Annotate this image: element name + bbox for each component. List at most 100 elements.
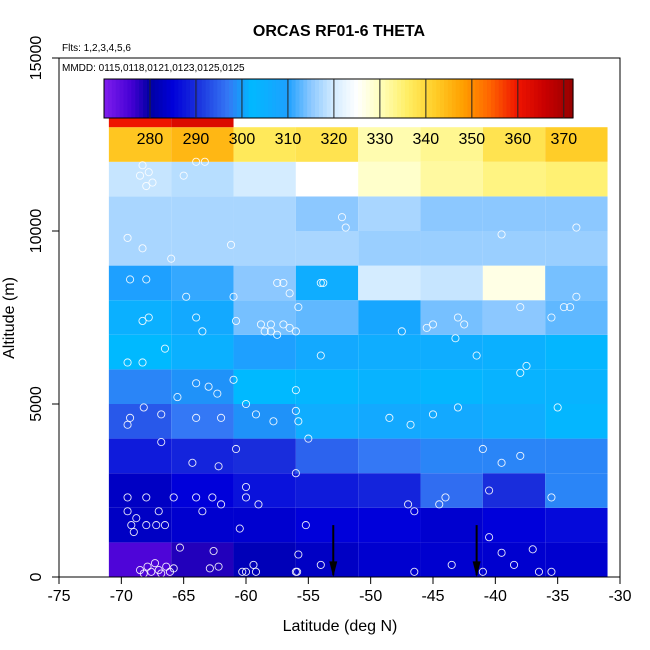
observation-point — [214, 562, 223, 571]
observation-point — [404, 500, 413, 509]
heatmap-cell — [108, 334, 172, 370]
observation-point — [169, 493, 178, 502]
colorbar-segment — [428, 79, 433, 118]
heatmap-cell — [358, 507, 421, 543]
colorbar-tick-label: 360 — [504, 131, 531, 148]
heatmap-cell — [171, 438, 234, 474]
colorbar-segment — [240, 79, 246, 118]
heatmap-cell — [420, 369, 483, 404]
observation-point — [294, 417, 303, 426]
colorbar-segment — [318, 79, 324, 118]
colorbar-segment — [373, 79, 379, 118]
observation-point — [428, 410, 438, 419]
observation-point — [451, 334, 460, 343]
heatmap-cell — [108, 542, 172, 577]
observation-point — [143, 562, 152, 571]
observation-point — [385, 413, 394, 422]
colorbar-tick-lines — [149, 79, 565, 118]
colorbar-segment — [170, 79, 175, 118]
colorbar-frame — [103, 78, 574, 119]
x-tick-label: -40 — [484, 588, 507, 605]
heatmap-cell — [171, 473, 234, 508]
heatmap-cell — [482, 369, 546, 404]
colorbar-tick-label: 370 — [550, 131, 577, 148]
x-tick-label: -35 — [546, 588, 569, 605]
colorbar-segment — [197, 79, 203, 118]
observation-point — [291, 327, 300, 336]
heatmap-cell — [233, 438, 296, 474]
heatmap-cell — [233, 161, 296, 197]
heatmap-cell — [482, 404, 546, 439]
colorbar-segment — [178, 79, 183, 118]
observation-point — [138, 244, 147, 253]
colorbar-segment — [260, 79, 265, 118]
colorbar-segment — [186, 79, 191, 118]
colorbar-segment — [432, 79, 437, 118]
x-tick-label: -65 — [172, 588, 195, 605]
observation-point — [144, 313, 153, 322]
heatmap-cell — [482, 473, 546, 508]
heatmap-cell — [545, 265, 608, 301]
heatmap-cell — [171, 196, 234, 231]
heatmap-cell — [358, 473, 421, 508]
observation-point — [497, 548, 506, 557]
heatmap-cell — [358, 196, 421, 231]
x-tick-label: -60 — [234, 588, 257, 605]
observation-point — [406, 420, 415, 429]
colorbar-segment — [115, 79, 121, 118]
observation-point — [522, 361, 531, 370]
observation-point — [435, 500, 444, 509]
heatmap-cell — [171, 265, 234, 301]
heatmap-cell — [171, 231, 234, 266]
colorbar-segment — [365, 79, 371, 118]
observation-point — [241, 482, 251, 492]
heatmap-cell — [233, 300, 296, 335]
heatmap-cell — [233, 473, 296, 508]
heatmap-cell — [233, 542, 296, 577]
colorbar-segment — [162, 79, 168, 118]
colorbar-tick-label: 310 — [275, 131, 302, 148]
colorbar-segment — [143, 79, 148, 118]
colorbar-segment — [217, 79, 222, 118]
heatmap-cell — [171, 127, 234, 162]
heatmap-cell — [233, 404, 296, 439]
observation-point — [337, 213, 347, 222]
colorbar-segment — [510, 79, 515, 118]
observation-point — [460, 320, 469, 329]
heatmap-cell — [482, 334, 546, 370]
colorbar-tick-label: 320 — [321, 131, 348, 148]
x-axis: -75 -70 -65 -60 -55 -50 -45 -40 -35 -30 — [47, 576, 632, 605]
colorbar-segment — [236, 79, 242, 118]
observation-point — [200, 157, 209, 166]
colorbar-segment — [232, 79, 238, 118]
heatmap-cell — [233, 231, 296, 266]
colorbar-segment — [111, 79, 117, 118]
colorbar-segment — [279, 79, 285, 118]
y-tick-label: 5000 — [28, 386, 45, 422]
observation-point — [144, 168, 153, 177]
colorbar-segment — [389, 79, 394, 118]
colorbar-segment — [346, 79, 351, 118]
observation-point — [132, 514, 141, 523]
heatmap-cell — [108, 404, 172, 439]
colorbar-segment — [522, 79, 527, 118]
observation-point — [231, 444, 241, 454]
heatmap-cell — [171, 334, 234, 370]
observation-point — [422, 323, 431, 332]
observation-point — [294, 303, 303, 312]
colorbar-segment — [189, 79, 195, 118]
y-tick-label: 10000 — [28, 209, 45, 254]
colorbar-segment — [361, 79, 367, 118]
observation-point — [316, 278, 325, 287]
colorbar-tick-label: 330 — [367, 131, 394, 148]
observation-point — [231, 316, 241, 326]
observation-point — [147, 567, 156, 576]
x-tick-label: -50 — [359, 588, 382, 605]
observation-point — [341, 223, 350, 232]
colorbar-segment — [557, 79, 562, 118]
observation-point — [301, 521, 310, 530]
colorbar-segment — [291, 79, 297, 118]
observation-point — [509, 560, 519, 569]
observation-point — [154, 507, 163, 516]
